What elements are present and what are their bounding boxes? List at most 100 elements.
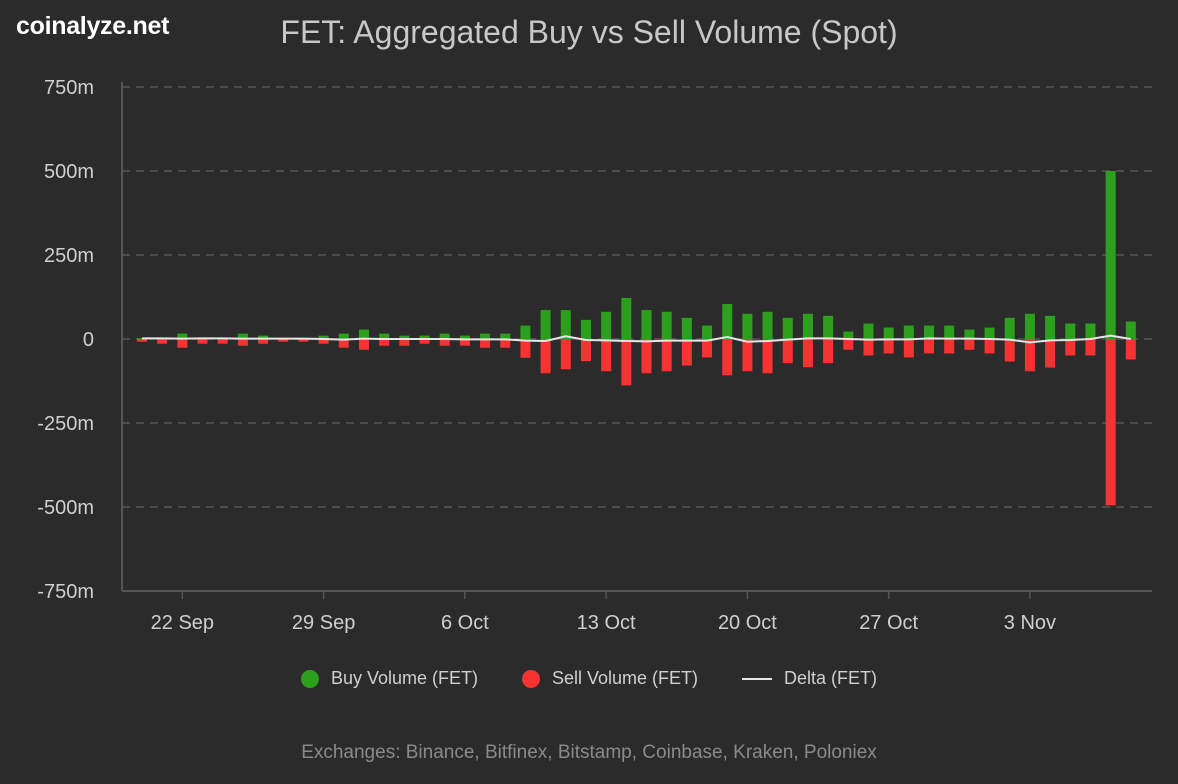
buy-volume-bar [1024, 313, 1035, 339]
buy-volume-bar [480, 333, 491, 339]
buy-volume-bar [742, 313, 753, 339]
buy-volume-bar [883, 327, 894, 339]
sell-volume-bar [863, 339, 874, 356]
buy-volume-bar [1004, 317, 1015, 339]
sell-volume-bar [722, 339, 733, 376]
sell-volume-bar [318, 339, 329, 344]
sell-volume-bar [399, 339, 410, 346]
x-tick-label: 6 Oct [441, 612, 489, 634]
buy-volume-bar [358, 329, 369, 339]
y-tick-label: -250m [37, 413, 94, 435]
buy-volume-bar [540, 310, 551, 339]
buy-volume-bar [823, 315, 834, 339]
legend-item-sell[interactable]: Sell Volume (FET) [521, 668, 698, 689]
legend-delta-label: Delta (FET) [784, 668, 878, 688]
buy-volume-bar [621, 298, 632, 339]
sell-volume-bar [278, 339, 289, 342]
sell-volume-bar [480, 339, 491, 348]
sell-volume-bar [338, 339, 349, 348]
sell-volume-bar [1024, 339, 1035, 372]
buy-volume-bar [258, 335, 269, 339]
sell-volume-bar [197, 339, 208, 344]
exchanges-footer: Exchanges: Binance, Bitfinex, Bitstamp, … [301, 742, 877, 763]
chart-title-text: FET: Aggregated Buy vs Sell Volume (Spot… [280, 14, 898, 50]
y-tick-label: 250m [44, 245, 94, 267]
buy-volume-bar [903, 325, 914, 339]
sell-volume-bar [782, 339, 793, 364]
sell-volume-bar [681, 339, 692, 366]
buy-volume-bar [1125, 321, 1136, 339]
sell-volume-bar [560, 339, 571, 370]
x-tick-label: 29 Sep [292, 612, 355, 634]
sell-volume-bar [843, 339, 854, 350]
sell-volume-bar [903, 339, 914, 358]
buy-volume-bar [984, 327, 995, 339]
legend-delta-marker [742, 677, 773, 680]
sell-volume-bar [762, 339, 773, 374]
sell-volume-bar [217, 339, 228, 344]
sell-volume-bar [1125, 339, 1136, 360]
sell-volume-bar [137, 339, 147, 342]
sell-volume-bar [742, 339, 753, 372]
buy-volume-bar [681, 317, 692, 339]
buy-volume-bar [439, 333, 450, 339]
sell-volume-bar [601, 339, 612, 372]
sell-volume-bar [520, 339, 531, 358]
buy-volume-bar [580, 319, 591, 339]
buy-volume-bar [560, 310, 571, 339]
buy-volume-bar [379, 333, 390, 339]
buy-volume-bar [702, 325, 713, 339]
buy-volume-bar [177, 333, 188, 339]
legend: Buy Volume (FET) Sell Volume (FET) Delta… [0, 668, 1178, 689]
buy-volume-bar [1105, 171, 1116, 339]
buy-volume-bar [318, 335, 329, 339]
buy-volume-bar [944, 325, 955, 339]
sell-volume-bar [621, 339, 632, 386]
sell-volume-bar [823, 339, 834, 364]
sell-volume-bar [1085, 339, 1096, 356]
coinalyze-logo[interactable]: coinalyze.net [16, 12, 170, 40]
sell-volume-bar [580, 339, 591, 362]
x-tick-label: 3 Nov [1004, 612, 1056, 634]
buy-volume-bar [782, 317, 793, 339]
sell-volume-bar [419, 339, 430, 344]
sell-volume-bar [984, 339, 995, 354]
sell-volume-bar [964, 339, 975, 350]
sell-volume-bar [1045, 339, 1056, 368]
buy-volume-bar [641, 310, 652, 339]
sell-volume-bar [1004, 339, 1015, 362]
sell-volume-bar [661, 339, 672, 372]
legend-item-delta[interactable]: Delta (FET) [742, 668, 877, 689]
legend-sell-marker [521, 669, 540, 688]
buy-volume-bar [520, 325, 531, 339]
sell-volume-bar [258, 339, 269, 344]
x-tick-label: 27 Oct [859, 612, 918, 634]
sell-volume-bar [1065, 339, 1076, 356]
sell-volume-bar [924, 339, 935, 354]
legend-buy-marker [300, 669, 319, 688]
buy-volume-bar [964, 329, 975, 339]
buy-volume-bar [338, 333, 349, 339]
sell-volume-bar [641, 339, 652, 374]
buy-volume-bar [863, 323, 874, 339]
buy-volume-bar [722, 304, 733, 339]
sell-volume-bar [237, 339, 248, 346]
buy-volume-bar [399, 335, 410, 339]
x-tick-label: 13 Oct [577, 612, 636, 634]
sell-volume-bar [379, 339, 390, 346]
buy-volume-bar [601, 311, 612, 339]
sell-volume-bar [1105, 339, 1116, 506]
buy-volume-bar [237, 333, 248, 339]
x-tick-label: 22 Sep [151, 612, 214, 634]
sell-volume-bar [944, 339, 955, 354]
sell-volume-bar [883, 339, 894, 354]
buy-volume-bar [1085, 323, 1096, 339]
sell-volume-bar [540, 339, 551, 374]
chart-title: FET: Aggregated Buy vs Sell Volume (Spot… [0, 14, 1178, 51]
sell-volume-bar [177, 339, 188, 348]
sell-volume-bar [439, 339, 450, 346]
buy-volume-bar [419, 335, 430, 339]
legend-item-buy[interactable]: Buy Volume (FET) [300, 668, 478, 689]
sell-volume-bar [298, 339, 309, 342]
sell-volume-bar [500, 339, 511, 348]
